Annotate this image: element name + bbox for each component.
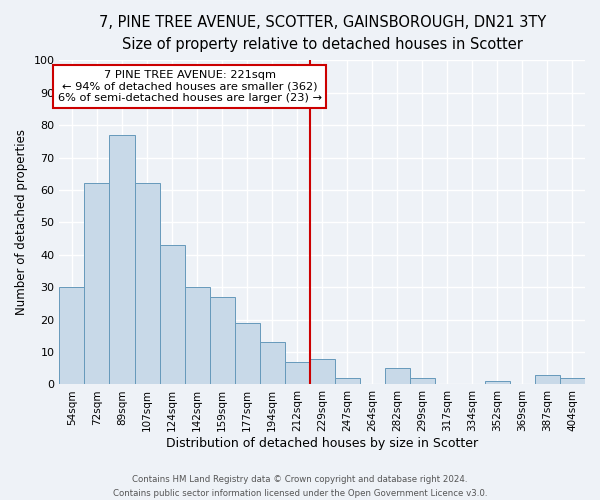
Bar (160, 245, 185, 384)
Text: 7 PINE TREE AVENUE: 221sqm
← 94% of detached houses are smaller (362)
6% of semi: 7 PINE TREE AVENUE: 221sqm ← 94% of deta… (58, 70, 322, 103)
Bar (335, 378, 360, 384)
Bar (59, 287, 85, 384)
Bar (260, 342, 284, 384)
Title: 7, PINE TREE AVENUE, SCOTTER, GAINSBOROUGH, DN21 3TY
Size of property relative t: 7, PINE TREE AVENUE, SCOTTER, GAINSBOROU… (98, 15, 546, 52)
Bar (560, 378, 585, 384)
Bar (209, 297, 235, 384)
Text: Contains HM Land Registry data © Crown copyright and database right 2024.
Contai: Contains HM Land Registry data © Crown c… (113, 476, 487, 498)
Bar (385, 368, 410, 384)
Bar (235, 323, 260, 384)
Bar (284, 362, 310, 384)
Bar (310, 358, 335, 384)
Bar (410, 378, 435, 384)
Bar (109, 135, 134, 384)
Bar (185, 287, 209, 384)
Y-axis label: Number of detached properties: Number of detached properties (15, 130, 28, 316)
Bar (134, 184, 160, 384)
Bar (485, 381, 510, 384)
Bar (535, 374, 560, 384)
Bar (85, 184, 109, 384)
X-axis label: Distribution of detached houses by size in Scotter: Distribution of detached houses by size … (166, 437, 478, 450)
